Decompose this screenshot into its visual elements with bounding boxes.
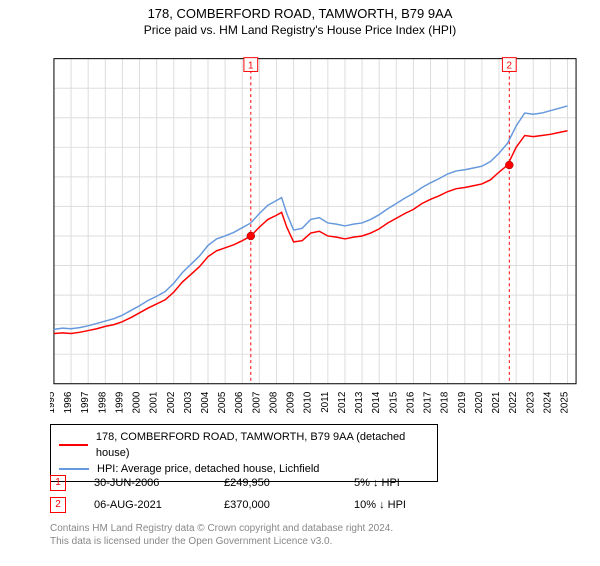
svg-text:1995: 1995	[50, 391, 57, 413]
marker-row: 1 30-JUN-2006 £249,950 5% ↓ HPI	[50, 472, 580, 494]
svg-text:2021: 2021	[491, 392, 502, 414]
svg-text:2018: 2018	[440, 391, 451, 413]
svg-text:1998: 1998	[97, 391, 108, 413]
marker-price: £249,950	[224, 477, 354, 489]
legend-swatch	[59, 468, 89, 470]
svg-text:2016: 2016	[405, 391, 416, 413]
svg-text:2014: 2014	[371, 391, 382, 413]
svg-text:2020: 2020	[474, 391, 485, 413]
marker-table: 1 30-JUN-2006 £249,950 5% ↓ HPI 2 06-AUG…	[50, 472, 580, 516]
footer-line: Contains HM Land Registry data © Crown c…	[50, 522, 393, 535]
legend-label: 178, COMBERFORD ROAD, TAMWORTH, B79 9AA …	[96, 429, 429, 461]
svg-text:2010: 2010	[303, 391, 314, 413]
footer: Contains HM Land Registry data © Crown c…	[50, 522, 393, 548]
chart-title: 178, COMBERFORD ROAD, TAMWORTH, B79 9AA	[0, 6, 600, 21]
svg-text:2009: 2009	[286, 391, 297, 413]
svg-text:2023: 2023	[525, 391, 536, 413]
marker-delta: 5% ↓ HPI	[354, 477, 484, 489]
marker-price: £370,000	[224, 499, 354, 511]
footer-line: This data is licensed under the Open Gov…	[50, 535, 393, 548]
svg-text:2005: 2005	[217, 391, 228, 413]
svg-text:2013: 2013	[354, 391, 365, 413]
svg-text:1996: 1996	[63, 391, 74, 413]
svg-text:2022: 2022	[508, 392, 519, 414]
svg-text:2012: 2012	[337, 392, 348, 414]
svg-text:2024: 2024	[542, 391, 553, 413]
svg-text:1: 1	[248, 60, 253, 71]
line-chart: £0£50K£100K£150K£200K£250K£300K£350K£400…	[50, 54, 580, 414]
svg-text:2007: 2007	[251, 392, 262, 414]
svg-text:2025: 2025	[560, 391, 571, 413]
svg-text:2003: 2003	[183, 391, 194, 413]
svg-text:2017: 2017	[423, 392, 434, 414]
svg-text:2008: 2008	[268, 391, 279, 413]
chart-area: £0£50K£100K£150K£200K£250K£300K£350K£400…	[50, 54, 580, 414]
marker-row: 2 06-AUG-2021 £370,000 10% ↓ HPI	[50, 494, 580, 516]
marker-delta: 10% ↓ HPI	[354, 499, 484, 511]
legend-swatch	[59, 444, 88, 446]
svg-text:2: 2	[507, 60, 512, 71]
svg-text:2006: 2006	[234, 391, 245, 413]
svg-text:2001: 2001	[149, 392, 160, 414]
marker-badge: 2	[50, 497, 66, 513]
marker-badge: 1	[50, 475, 66, 491]
legend-item: 178, COMBERFORD ROAD, TAMWORTH, B79 9AA …	[59, 429, 429, 461]
marker-date: 06-AUG-2021	[94, 499, 224, 511]
svg-text:2004: 2004	[200, 391, 211, 413]
chart-subtitle: Price paid vs. HM Land Registry's House …	[0, 23, 600, 37]
svg-text:2015: 2015	[388, 391, 399, 413]
svg-text:1997: 1997	[80, 392, 91, 414]
svg-text:2002: 2002	[166, 392, 177, 414]
svg-text:2011: 2011	[320, 392, 331, 413]
svg-text:2019: 2019	[457, 391, 468, 413]
marker-date: 30-JUN-2006	[94, 477, 224, 489]
svg-text:2000: 2000	[132, 391, 143, 413]
svg-text:1999: 1999	[114, 391, 125, 413]
